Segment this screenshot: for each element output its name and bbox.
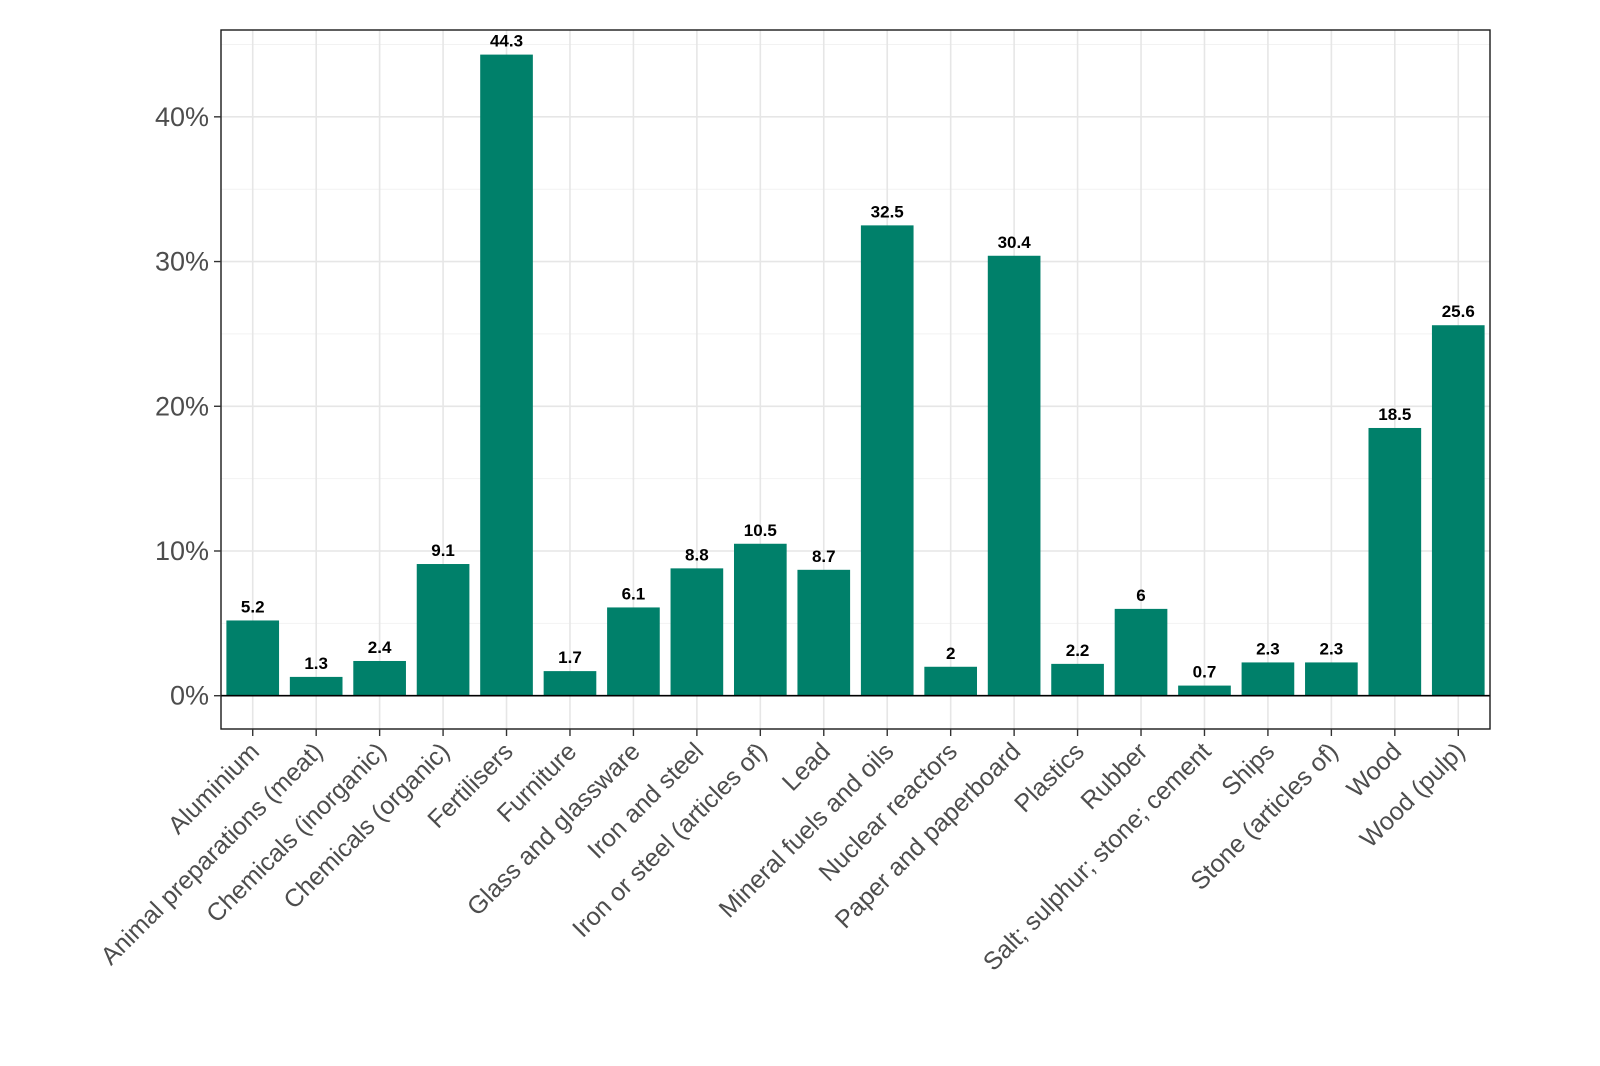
bar [670, 568, 724, 696]
data-label: 5.2 [241, 597, 265, 616]
data-label: 2 [946, 644, 955, 663]
data-label: 8.7 [812, 547, 836, 566]
bar [1051, 663, 1104, 696]
bar [226, 620, 280, 696]
y-tick-label: 20% [155, 391, 209, 421]
bar [733, 543, 787, 696]
data-label: 1.7 [558, 648, 582, 667]
y-tick-label: 10% [155, 536, 209, 566]
data-label: 2.4 [368, 638, 392, 657]
bar [543, 671, 597, 696]
data-label: 6 [1136, 586, 1145, 605]
bar [797, 569, 851, 696]
data-label: 2.2 [1066, 641, 1090, 660]
grid-layer [221, 30, 1490, 729]
bar [1114, 608, 1168, 696]
data-label: 6.1 [622, 584, 646, 603]
bar [1368, 427, 1422, 696]
data-label: 32.5 [871, 202, 904, 221]
x-tick-label: Lead [777, 737, 836, 796]
data-label: 0.7 [1193, 663, 1217, 682]
bar [1305, 662, 1358, 696]
data-label: 10.5 [744, 521, 777, 540]
data-label: 9.1 [431, 541, 455, 560]
data-label: 2.3 [1256, 639, 1280, 658]
bar [607, 607, 660, 696]
y-tick-label: 0% [170, 681, 209, 711]
data-label: 25.6 [1442, 302, 1475, 321]
x-tick-label: Plastics [1009, 737, 1090, 818]
bar [353, 660, 406, 696]
bar [924, 666, 978, 696]
bar [1431, 325, 1485, 696]
y-tick-label: 30% [155, 247, 209, 277]
data-label-layer: 5.2 1.3 2.4 9.1 44.3 1.7 6.1 8.8 10.5 8.7 32.5 2 30.… [241, 32, 1475, 682]
data-label: 8.8 [685, 545, 709, 564]
data-label: 30.4 [998, 233, 1032, 252]
bar [987, 255, 1041, 696]
bar [1178, 685, 1231, 696]
bar [1241, 662, 1295, 696]
data-label: 18.5 [1378, 405, 1411, 424]
bar [860, 225, 914, 696]
bar [416, 564, 470, 696]
y-tick-label: 40% [155, 102, 209, 132]
data-label: 1.3 [304, 654, 328, 673]
bar [480, 54, 533, 696]
bar [289, 676, 343, 696]
data-label: 2.3 [1320, 639, 1344, 658]
panel-border [220, 29, 1491, 730]
bar-layer [226, 54, 1485, 696]
data-label: 44.3 [490, 32, 523, 51]
